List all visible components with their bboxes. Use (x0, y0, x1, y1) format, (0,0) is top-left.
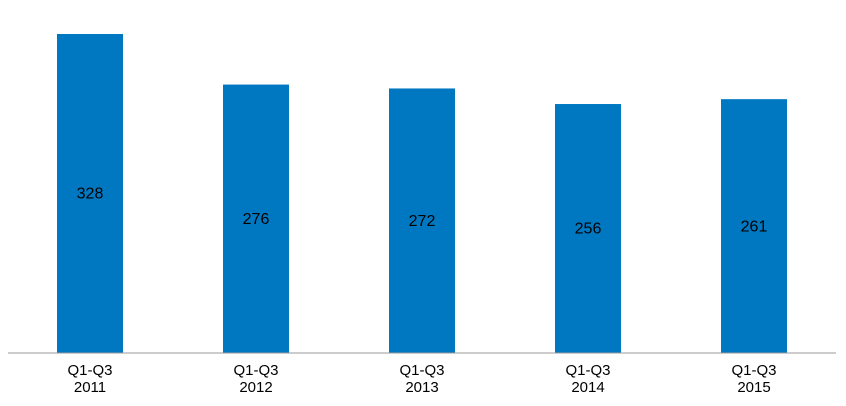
x-tick-label: Q1-Q3 2015 (694, 362, 814, 396)
x-tick-label: Q1-Q3 2014 (528, 362, 648, 396)
chart-plot: 328 276 272 256 261 (0, 0, 846, 406)
x-tick-label: Q1-Q3 2012 (196, 362, 316, 396)
x-tick-label: Q1-Q3 2013 (362, 362, 482, 396)
value-label: 328 (77, 186, 104, 203)
x-tick-label: Q1-Q3 2011 (30, 362, 150, 396)
value-label: 276 (243, 211, 270, 228)
value-label: 261 (741, 218, 768, 235)
chart: 328 276 272 256 261 Q1-Q3 2011 Q1-Q3 2012 Q1-Q… (0, 0, 846, 406)
value-label: 256 (575, 221, 602, 238)
value-label: 272 (409, 213, 436, 230)
